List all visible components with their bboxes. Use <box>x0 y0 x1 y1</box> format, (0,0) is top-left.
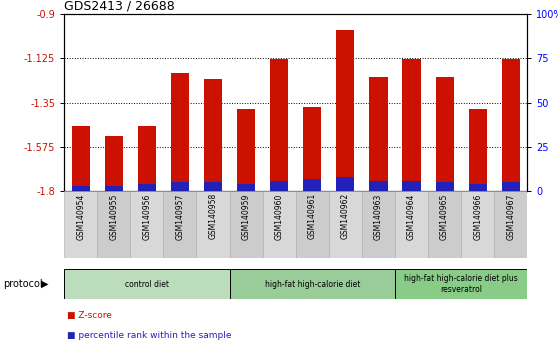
Bar <box>64 269 229 299</box>
Bar <box>362 191 395 258</box>
Text: control diet: control diet <box>125 280 169 289</box>
Bar <box>204 182 222 191</box>
Bar <box>369 181 388 191</box>
Text: ■ Z-score: ■ Z-score <box>67 312 112 320</box>
Text: GSM140964: GSM140964 <box>407 193 416 240</box>
Text: GSM140956: GSM140956 <box>142 193 151 240</box>
Bar <box>138 126 156 191</box>
Bar <box>229 269 395 299</box>
Text: high-fat high-calorie diet plus
resveratrol: high-fat high-calorie diet plus resverat… <box>405 274 518 294</box>
Bar <box>71 126 90 191</box>
Text: GSM140957: GSM140957 <box>175 193 185 240</box>
Text: GSM140955: GSM140955 <box>109 193 118 240</box>
Bar <box>336 177 354 191</box>
Bar <box>196 191 229 258</box>
Bar <box>97 191 131 258</box>
Text: ▶: ▶ <box>41 279 48 289</box>
Bar <box>428 191 461 258</box>
Text: GSM140960: GSM140960 <box>275 193 283 240</box>
Bar <box>369 77 388 191</box>
Bar <box>237 184 255 191</box>
Bar <box>502 59 520 191</box>
Text: ■ percentile rank within the sample: ■ percentile rank within the sample <box>67 331 232 340</box>
Bar <box>171 182 189 191</box>
Text: GSM140961: GSM140961 <box>308 193 317 239</box>
Text: GSM140965: GSM140965 <box>440 193 449 240</box>
Text: GSM140959: GSM140959 <box>242 193 251 240</box>
Bar <box>402 59 421 191</box>
Bar <box>105 186 123 191</box>
Bar <box>138 184 156 191</box>
Bar <box>229 191 263 258</box>
Text: GSM140966: GSM140966 <box>473 193 482 240</box>
Bar <box>329 191 362 258</box>
Bar <box>270 181 288 191</box>
Bar <box>163 191 196 258</box>
Bar <box>435 77 454 191</box>
Bar <box>303 179 321 191</box>
Bar <box>105 136 123 191</box>
Text: protocol: protocol <box>3 279 42 289</box>
Bar <box>469 184 487 191</box>
Bar <box>461 191 494 258</box>
Bar <box>171 73 189 191</box>
Text: high-fat high-calorie diet: high-fat high-calorie diet <box>264 280 360 289</box>
Bar <box>237 109 255 191</box>
Bar <box>204 79 222 191</box>
Bar <box>296 191 329 258</box>
Bar <box>395 269 527 299</box>
Bar <box>270 59 288 191</box>
Bar <box>494 191 527 258</box>
Bar <box>303 107 321 191</box>
Text: GDS2413 / 26688: GDS2413 / 26688 <box>64 0 175 12</box>
Text: GSM140963: GSM140963 <box>374 193 383 240</box>
Bar <box>502 182 520 191</box>
Bar <box>263 191 296 258</box>
Bar <box>435 182 454 191</box>
Bar <box>131 191 163 258</box>
Bar <box>395 191 428 258</box>
Text: GSM140954: GSM140954 <box>76 193 85 240</box>
Bar <box>71 186 90 191</box>
Bar <box>64 191 97 258</box>
Text: GSM140958: GSM140958 <box>209 193 218 239</box>
Text: GSM140967: GSM140967 <box>506 193 515 240</box>
Bar <box>336 30 354 191</box>
Text: GSM140962: GSM140962 <box>341 193 350 239</box>
Bar <box>402 181 421 191</box>
Bar <box>469 109 487 191</box>
